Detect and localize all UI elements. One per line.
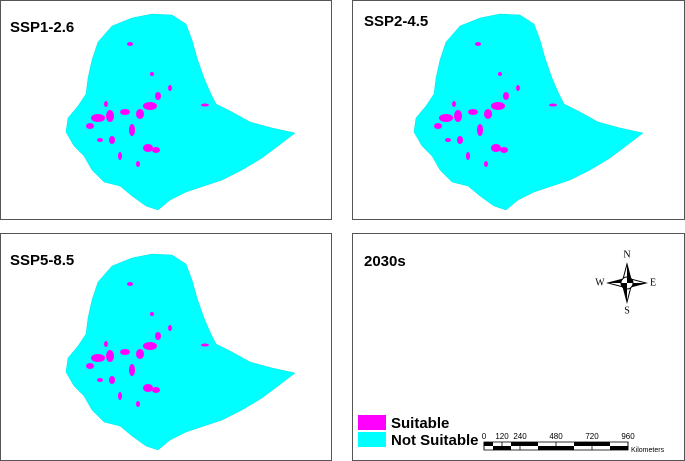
- scale-bar-segment: [511, 442, 520, 446]
- scale-bar-segment: [484, 442, 493, 446]
- legend-swatch: [358, 432, 386, 447]
- legend-swatch: [358, 415, 386, 430]
- scale-tick-label: 0: [482, 432, 487, 441]
- scale-tick-label: 720: [585, 432, 599, 441]
- scale-tick-label: 120: [495, 432, 509, 441]
- scale-bar-segment: [493, 446, 502, 450]
- scale-bar-segment: [538, 446, 556, 450]
- scale-tick-label: 240: [513, 432, 527, 441]
- panel-label: SSP2-4.5: [364, 13, 428, 30]
- legend-label: Suitable: [391, 415, 449, 432]
- scale-bar-segment: [502, 446, 511, 450]
- scale-tick-label: 480: [549, 432, 563, 441]
- scale-bar-segment: [592, 442, 610, 446]
- map: [413, 13, 644, 211]
- scale-bar-segment: [610, 446, 628, 450]
- compass: N E S W: [595, 249, 656, 316]
- map: [65, 13, 296, 211]
- compass-label: N: [623, 249, 630, 260]
- legend-label: Not Suitable: [391, 432, 479, 449]
- compass-label: W: [595, 277, 605, 288]
- scale-bar-segment: [574, 442, 592, 446]
- scale-unit: Kilometers: [631, 447, 665, 454]
- map: [65, 253, 296, 451]
- scale-bar-segment: [520, 442, 538, 446]
- panel-label: SSP1-2.6: [10, 19, 74, 36]
- panel-frame: [0, 0, 332, 220]
- scale-bar-segment: [556, 446, 574, 450]
- panel-label: 2030s: [364, 253, 406, 270]
- compass-label: E: [650, 277, 656, 288]
- compass-label: S: [624, 305, 630, 316]
- panel-label: SSP5-8.5: [10, 252, 74, 269]
- scale-tick-label: 960: [621, 432, 635, 441]
